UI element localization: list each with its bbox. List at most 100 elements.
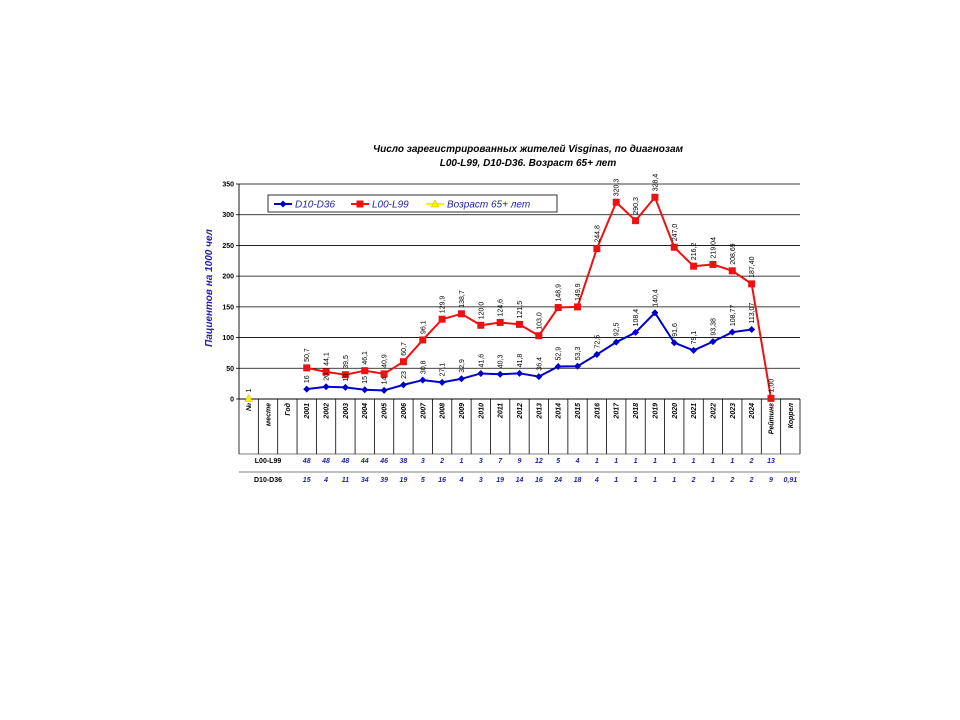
data-label: 15 <box>362 376 369 384</box>
data-label: 46,1 <box>362 351 369 365</box>
data-point <box>303 364 311 372</box>
rank-cell: 1 <box>711 477 715 484</box>
y-tick-label: 100 <box>222 335 234 342</box>
rank-table: L00-L99 48 48 48 44 46 38 3 2 1 3 7 9 12 5 4 1 1 1 1 1 1 1 1 2 13… <box>239 453 800 484</box>
rank-cell: 1 <box>634 477 638 484</box>
legend-item: L00-L99 <box>351 200 409 211</box>
data-point <box>535 373 543 381</box>
data-label: 14 <box>382 377 389 385</box>
x-tick-label: 2004 <box>362 403 369 420</box>
x-tick-label: 2014 <box>556 403 563 420</box>
rank-cell: 15 <box>303 477 311 484</box>
rank-row-label: L00-L99 <box>255 458 282 465</box>
data-point <box>399 358 407 366</box>
data-label: 96,1 <box>420 320 427 334</box>
data-label: 91,6 <box>672 323 679 337</box>
series-1 <box>303 193 775 402</box>
x-tick-label: 2024 <box>749 403 756 420</box>
legend-marker <box>356 200 364 208</box>
x-tick-label: 2018 <box>633 403 640 420</box>
legend-label: Возраст 65+ лет <box>447 200 530 211</box>
rank-cell: 1 <box>672 458 676 465</box>
rank-cell: 18 <box>574 477 582 484</box>
data-label: 23 <box>401 371 408 379</box>
data-label: 1,00 <box>768 379 775 393</box>
data-point <box>244 393 254 402</box>
x-tick-label: Рейтинг <box>767 403 775 434</box>
y-tick-label: 50 <box>226 366 234 373</box>
series-2 <box>244 393 254 402</box>
rank-cell: 13 <box>767 458 775 465</box>
data-label: 30,8 <box>420 360 427 374</box>
data-label: 93,38 <box>710 318 717 336</box>
data-label: 32,9 <box>459 359 466 373</box>
data-label: 16 <box>304 375 311 383</box>
data-label: 60,7 <box>401 342 408 356</box>
data-point <box>554 304 562 312</box>
data-point <box>516 320 523 328</box>
data-point <box>399 381 407 389</box>
data-point <box>709 338 717 346</box>
data-point <box>690 262 698 270</box>
data-point <box>593 245 601 253</box>
x-tick-label: 2016 <box>594 403 601 420</box>
y-tick-label: 150 <box>222 304 234 311</box>
legend: D10-D36 L00-L99 Возраст 65+ лет <box>267 194 558 213</box>
data-point <box>303 385 311 393</box>
data-label: 113,07 <box>749 303 756 324</box>
legend-marker <box>279 200 287 208</box>
data-point <box>728 328 736 336</box>
rank-cell: 4 <box>323 477 328 484</box>
data-point <box>438 378 446 386</box>
x-tick-label: месте <box>266 403 273 426</box>
rank-cell: 1 <box>711 458 715 465</box>
data-label: 79,1 <box>691 331 698 345</box>
x-tick-label: 2009 <box>459 403 466 420</box>
rank-cell: 4 <box>459 477 464 484</box>
data-label: 320,3 <box>614 179 621 197</box>
data-label: 328,4 <box>652 174 659 192</box>
data-point <box>380 386 388 394</box>
data-label: 149,9 <box>575 283 582 301</box>
data-label: 36,4 <box>536 357 543 371</box>
data-label: 19 <box>343 373 350 381</box>
legend-item: D10-D36 <box>274 200 335 211</box>
data-label: 244,8 <box>594 225 601 243</box>
rank-cell: 0,91 <box>784 477 798 484</box>
data-label: 108,4 <box>633 309 640 327</box>
x-categories: № месте Год 2001 2002 2003 2004 2005 2006 2007 200… <box>246 402 795 434</box>
data-point <box>728 267 736 275</box>
x-tick-label: 2023 <box>730 403 737 420</box>
rank-cell: 12 <box>535 458 543 465</box>
rank-cell: 1 <box>614 458 618 465</box>
data-label: 219,04 <box>710 237 717 259</box>
data-label: 121,5 <box>517 301 524 319</box>
data-point <box>516 369 523 377</box>
x-tick-label: Год <box>284 402 292 415</box>
y-tick-label: 0 <box>230 397 234 404</box>
data-label: 103,0 <box>536 312 543 330</box>
rank-cell: 39 <box>380 477 388 484</box>
data-point <box>361 367 369 375</box>
data-point <box>612 198 620 206</box>
rank-cell: 5 <box>556 458 560 465</box>
rank-cell: 48 <box>321 458 330 465</box>
rank-cell: 2 <box>439 458 444 465</box>
rank-cell: 4 <box>575 458 580 465</box>
data-point <box>690 346 698 354</box>
x-tick-label: 2007 <box>420 402 427 420</box>
rank-row-label: D10-D36 <box>254 477 282 484</box>
x-tick-label: 2005 <box>382 403 389 420</box>
rank-cell: 9 <box>518 458 522 465</box>
legend-label: D10-D36 <box>295 200 335 211</box>
data-point <box>438 315 446 323</box>
rank-cell: 2 <box>729 477 734 484</box>
rank-cell: 46 <box>379 458 388 465</box>
data-label: 187,40 <box>749 256 756 278</box>
x-tick-label: 2008 <box>440 403 447 420</box>
rank-cell: 7 <box>498 458 503 465</box>
x-tick-label: 2006 <box>401 403 408 420</box>
series-layer <box>244 193 775 402</box>
rank-cell: 1 <box>692 458 696 465</box>
